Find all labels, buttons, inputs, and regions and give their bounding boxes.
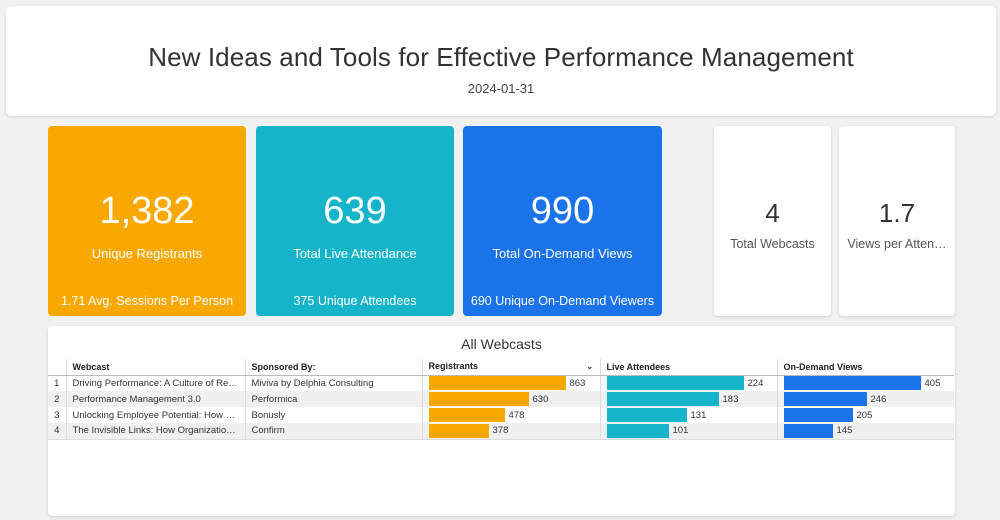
webcasts-table-panel: All Webcasts Webcast Sponsored By: Regis… [48,326,955,516]
cell-live: 131 [599,407,777,423]
cell-live: 224 [599,375,777,391]
cell-webcast: Driving Performance: A Culture of Res… [65,375,245,391]
table-row[interactable]: 3 Unlocking Employee Potential: How M… Bon… [48,407,954,423]
row-number: 3 [54,409,60,421]
row-number: 4 [48,423,66,440]
table-row[interactable]: 4 The Invisible Links: How Organizationa…… [48,423,954,440]
ondemand-value: 205 [856,409,873,421]
cell-sponsor: Bonusly [244,407,422,423]
row-number: 2 [48,391,66,407]
live-bar [606,408,687,422]
cell-webcast: The Invisible Links: How Organizationa… [65,423,245,440]
column-header-on-demand-views[interactable]: On-Demand Views [776,359,954,376]
cell-sponsor: Confirm [244,423,422,440]
ondemand-bar [783,423,833,438]
webcasts-table: Webcast Sponsored By: Registrants ⌄ Live … [48,359,954,440]
stat-label: Views per Atten… [847,237,947,251]
kpi-footer: 375 Unique Attendees [293,294,417,308]
stat-card-views-per-attendee[interactable]: 1.7 Views per Atten… [839,126,955,316]
page-title: New Ideas and Tools for Effective Perfor… [148,42,854,72]
cell-ondemand: 205 [776,407,954,423]
kpi-value: 990 [530,190,595,232]
live-bar [606,376,744,391]
live-value: 224 [747,377,764,389]
ondemand-bar [783,392,867,406]
cell-live: 101 [599,423,777,440]
column-header-webcast[interactable]: Webcast [65,359,245,376]
registrants-bar [428,408,505,422]
column-header-sponsor[interactable]: Sponsored By: [244,359,422,376]
live-value: 183 [722,393,739,405]
cell-ondemand: 405 [776,375,954,391]
cell-ondemand: 246 [776,391,954,407]
kpi-label: Total Live Attendance [293,246,417,261]
kpi-label: Total On-Demand Views [492,246,633,261]
stat-label: Total Webcasts [730,237,815,251]
kpi-card-live-attendance[interactable]: 639 Total Live Attendance 375 Unique Att… [256,126,454,316]
registrants-value: 630 [532,393,549,405]
column-header-live-attendees[interactable]: Live Attendees [599,359,777,376]
live-value: 101 [672,425,689,437]
live-bar [606,423,669,438]
registrants-bar [428,376,566,391]
table-header-row: Webcast Sponsored By: Registrants ⌄ Live … [48,359,954,376]
kpi-value: 1,382 [99,190,195,232]
stat-value: 4 [765,198,780,228]
stat-card-total-webcasts[interactable]: 4 Total Webcasts [714,126,831,316]
registrants-bar [428,423,489,438]
cell-webcast: Unlocking Employee Potential: How M… [65,407,245,423]
column-header-label: Registrants [428,361,479,372]
live-bar [606,392,719,406]
cell-registrants: 378 [421,423,600,440]
ondemand-value: 405 [924,377,941,389]
cell-live: 183 [599,391,777,407]
column-header-registrants[interactable]: Registrants ⌄ [421,359,600,376]
kpi-value: 639 [323,190,387,232]
kpi-footer: 1.71 Avg. Sessions Per Person [60,294,234,308]
row-number: 1 [54,377,60,389]
cell-sponsor: Performica [244,391,422,407]
table-row[interactable]: 2 Performance Management 3.0 Performica 630… [48,391,954,407]
stat-value: 1.7 [878,198,916,228]
table-title: All Webcasts [461,336,542,352]
cell-webcast: Performance Management 3.0 [65,391,245,407]
kpi-footer: 690 Unique On-Demand Viewers [470,294,655,308]
ondemand-value: 145 [836,425,853,437]
column-header-index [48,359,66,376]
kpi-card-registrants[interactable]: 1,382 Unique Registrants 1.71 Avg. Sessi… [48,126,246,316]
registrants-value: 378 [492,425,509,437]
kpi-label: Unique Registrants [91,246,203,261]
registrants-value: 863 [569,377,586,389]
chevron-down-icon[interactable]: ⌄ [585,361,594,372]
registrants-value: 478 [508,409,525,421]
ondemand-bar [783,408,853,422]
cell-registrants: 863 [421,375,600,391]
ondemand-value: 246 [870,393,887,405]
live-value: 131 [690,409,707,421]
cell-registrants: 478 [421,407,600,423]
report-date: 2024-01-31 [467,81,535,96]
ondemand-bar [783,376,921,391]
kpi-card-on-demand-views[interactable]: 990 Total On-Demand Views 690 Unique On-… [463,126,662,316]
registrants-bar [428,392,529,406]
cell-ondemand: 145 [776,423,954,440]
cell-registrants: 630 [421,391,600,407]
cell-sponsor: Miviva by Delphia Consulting [244,375,422,391]
table-row[interactable]: 1 Driving Performance: A Culture of Res… M… [48,375,954,391]
report-header: New Ideas and Tools for Effective Perfor… [6,6,996,116]
